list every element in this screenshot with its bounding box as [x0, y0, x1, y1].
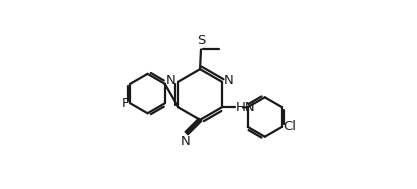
Text: N: N	[224, 74, 234, 87]
Text: HN: HN	[236, 101, 256, 114]
Text: Cl: Cl	[283, 120, 296, 133]
Text: N: N	[181, 135, 190, 148]
Text: N: N	[166, 74, 176, 87]
Text: F: F	[121, 97, 129, 110]
Text: S: S	[197, 34, 205, 47]
